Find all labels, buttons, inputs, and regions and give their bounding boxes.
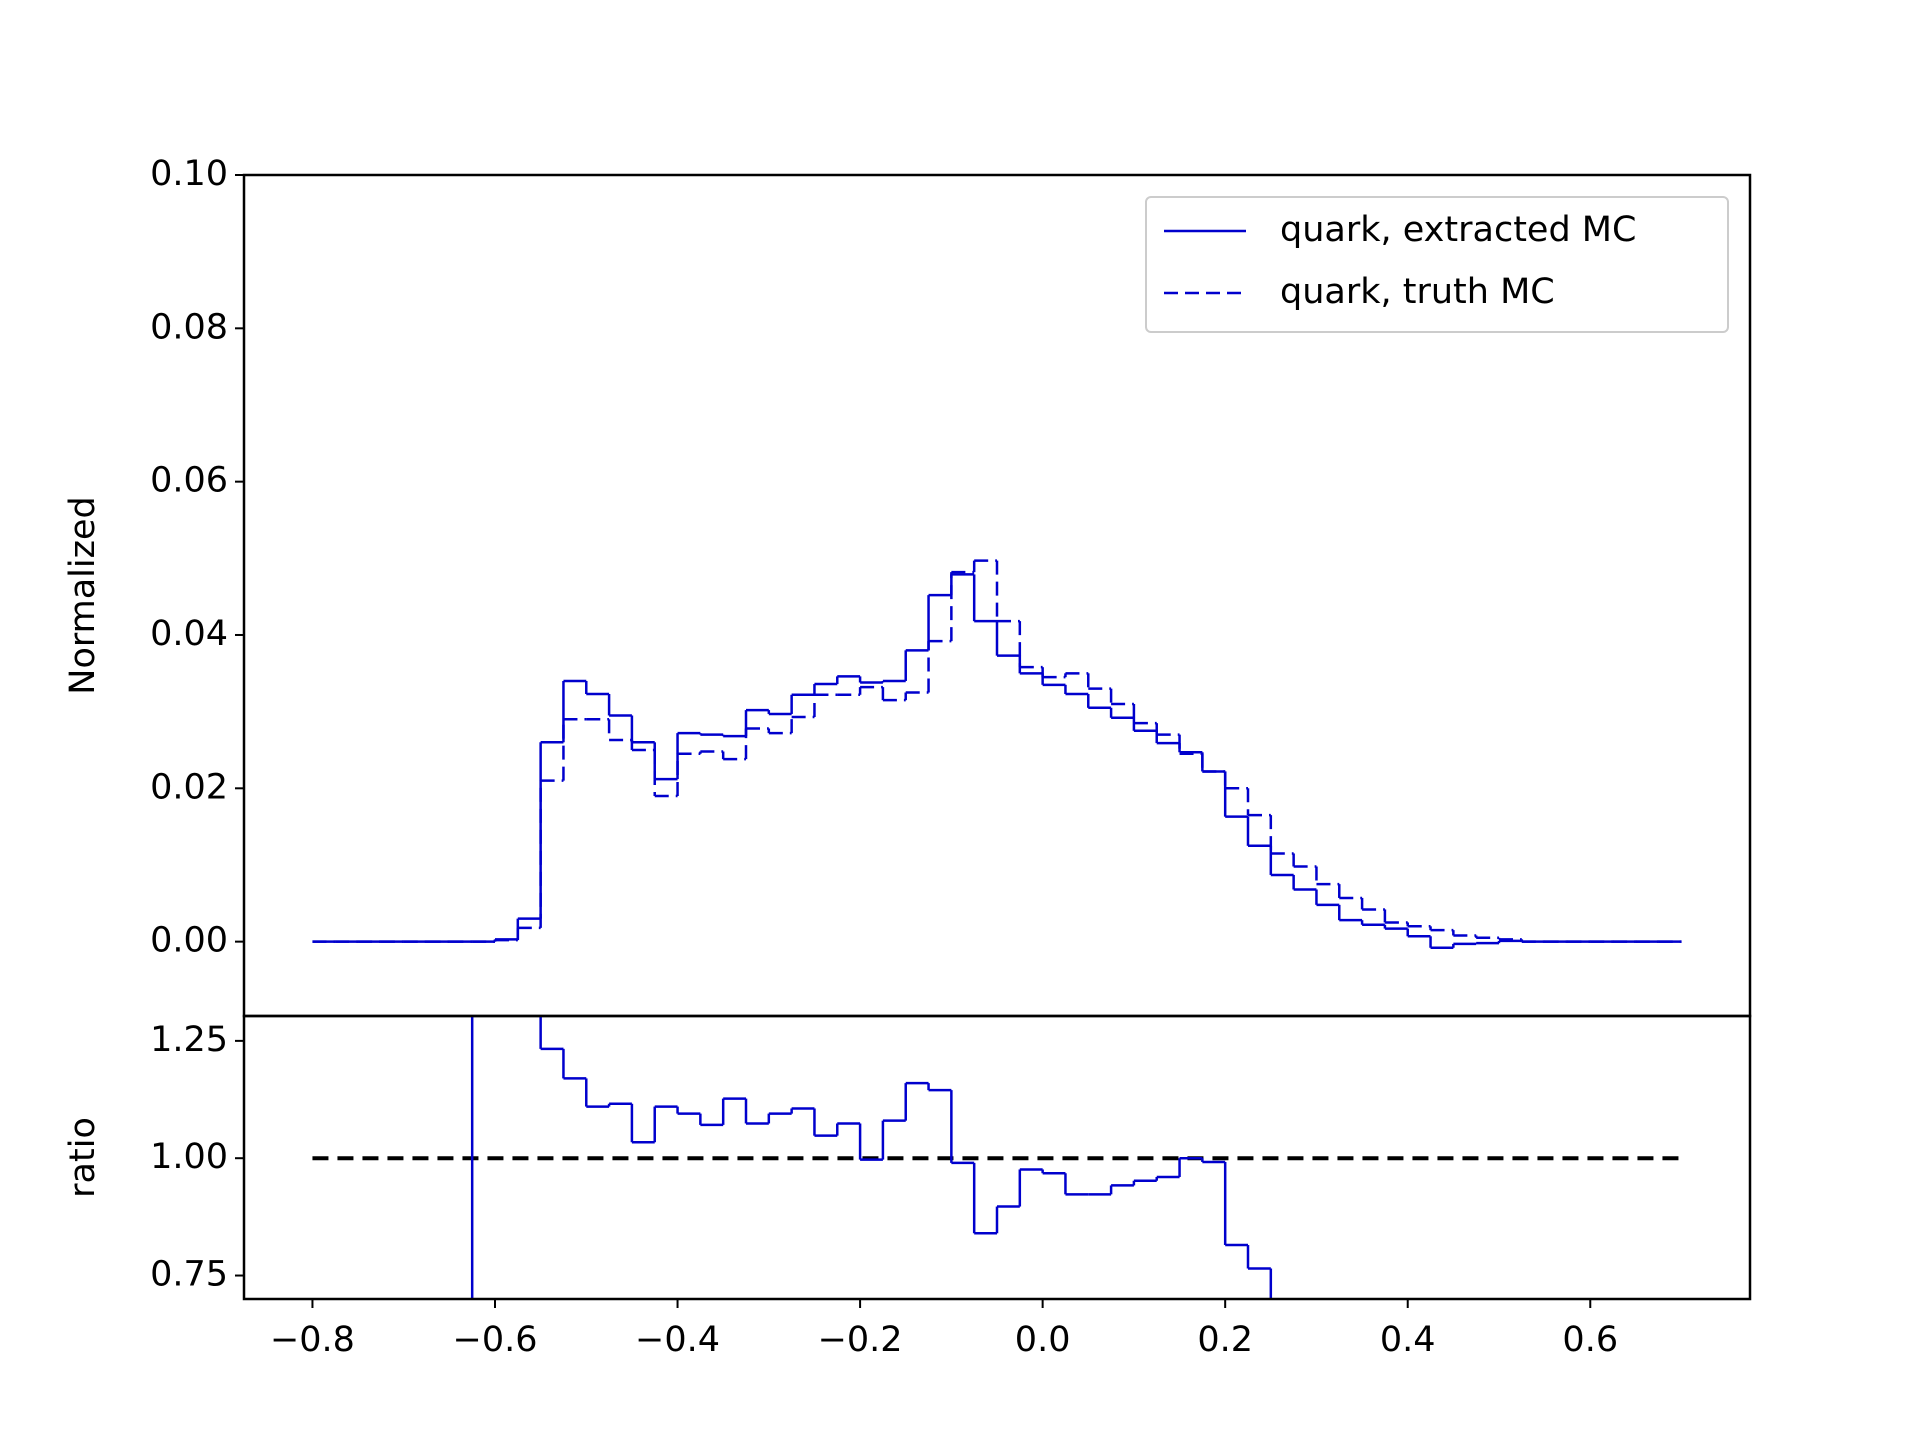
x-tick-label: 0.2 xyxy=(1197,1320,1253,1360)
x-tick-label: −0.6 xyxy=(453,1320,538,1360)
legend-label: quark, truth MC xyxy=(1280,272,1555,312)
y-tick-label: 0.00 xyxy=(150,921,228,961)
y-axis-label: Normalized xyxy=(63,496,103,694)
x-tick-label: −0.4 xyxy=(635,1320,720,1360)
y-tick-label: 1.00 xyxy=(150,1137,228,1177)
x-tick-label: 0.0 xyxy=(1015,1320,1071,1360)
axes-frame xyxy=(242,1014,1752,1301)
plot-area xyxy=(312,559,1682,950)
y-axis-label: ratio xyxy=(63,1117,103,1198)
x-tick-label: 0.4 xyxy=(1380,1320,1436,1360)
y-tick-label: 0.06 xyxy=(150,461,228,501)
y-tick-label: 0.04 xyxy=(150,614,228,654)
x-tick-label: −0.2 xyxy=(818,1320,903,1360)
legend-label: quark, extracted MC xyxy=(1280,210,1636,250)
series xyxy=(312,559,1682,943)
y-tick-label: 0.10 xyxy=(150,154,228,194)
plot-area xyxy=(312,1016,1682,1299)
series xyxy=(470,1016,1273,1299)
legend-box xyxy=(1145,196,1729,333)
y-tick-label: 0.02 xyxy=(150,767,228,807)
y-tick-label: 0.08 xyxy=(150,307,228,347)
x-tick-label: 0.6 xyxy=(1562,1320,1618,1360)
x-tick-label: −0.8 xyxy=(270,1320,355,1360)
series xyxy=(312,573,1682,950)
y-tick-label: 1.25 xyxy=(150,1020,228,1060)
y-tick-label: 0.75 xyxy=(150,1255,228,1295)
